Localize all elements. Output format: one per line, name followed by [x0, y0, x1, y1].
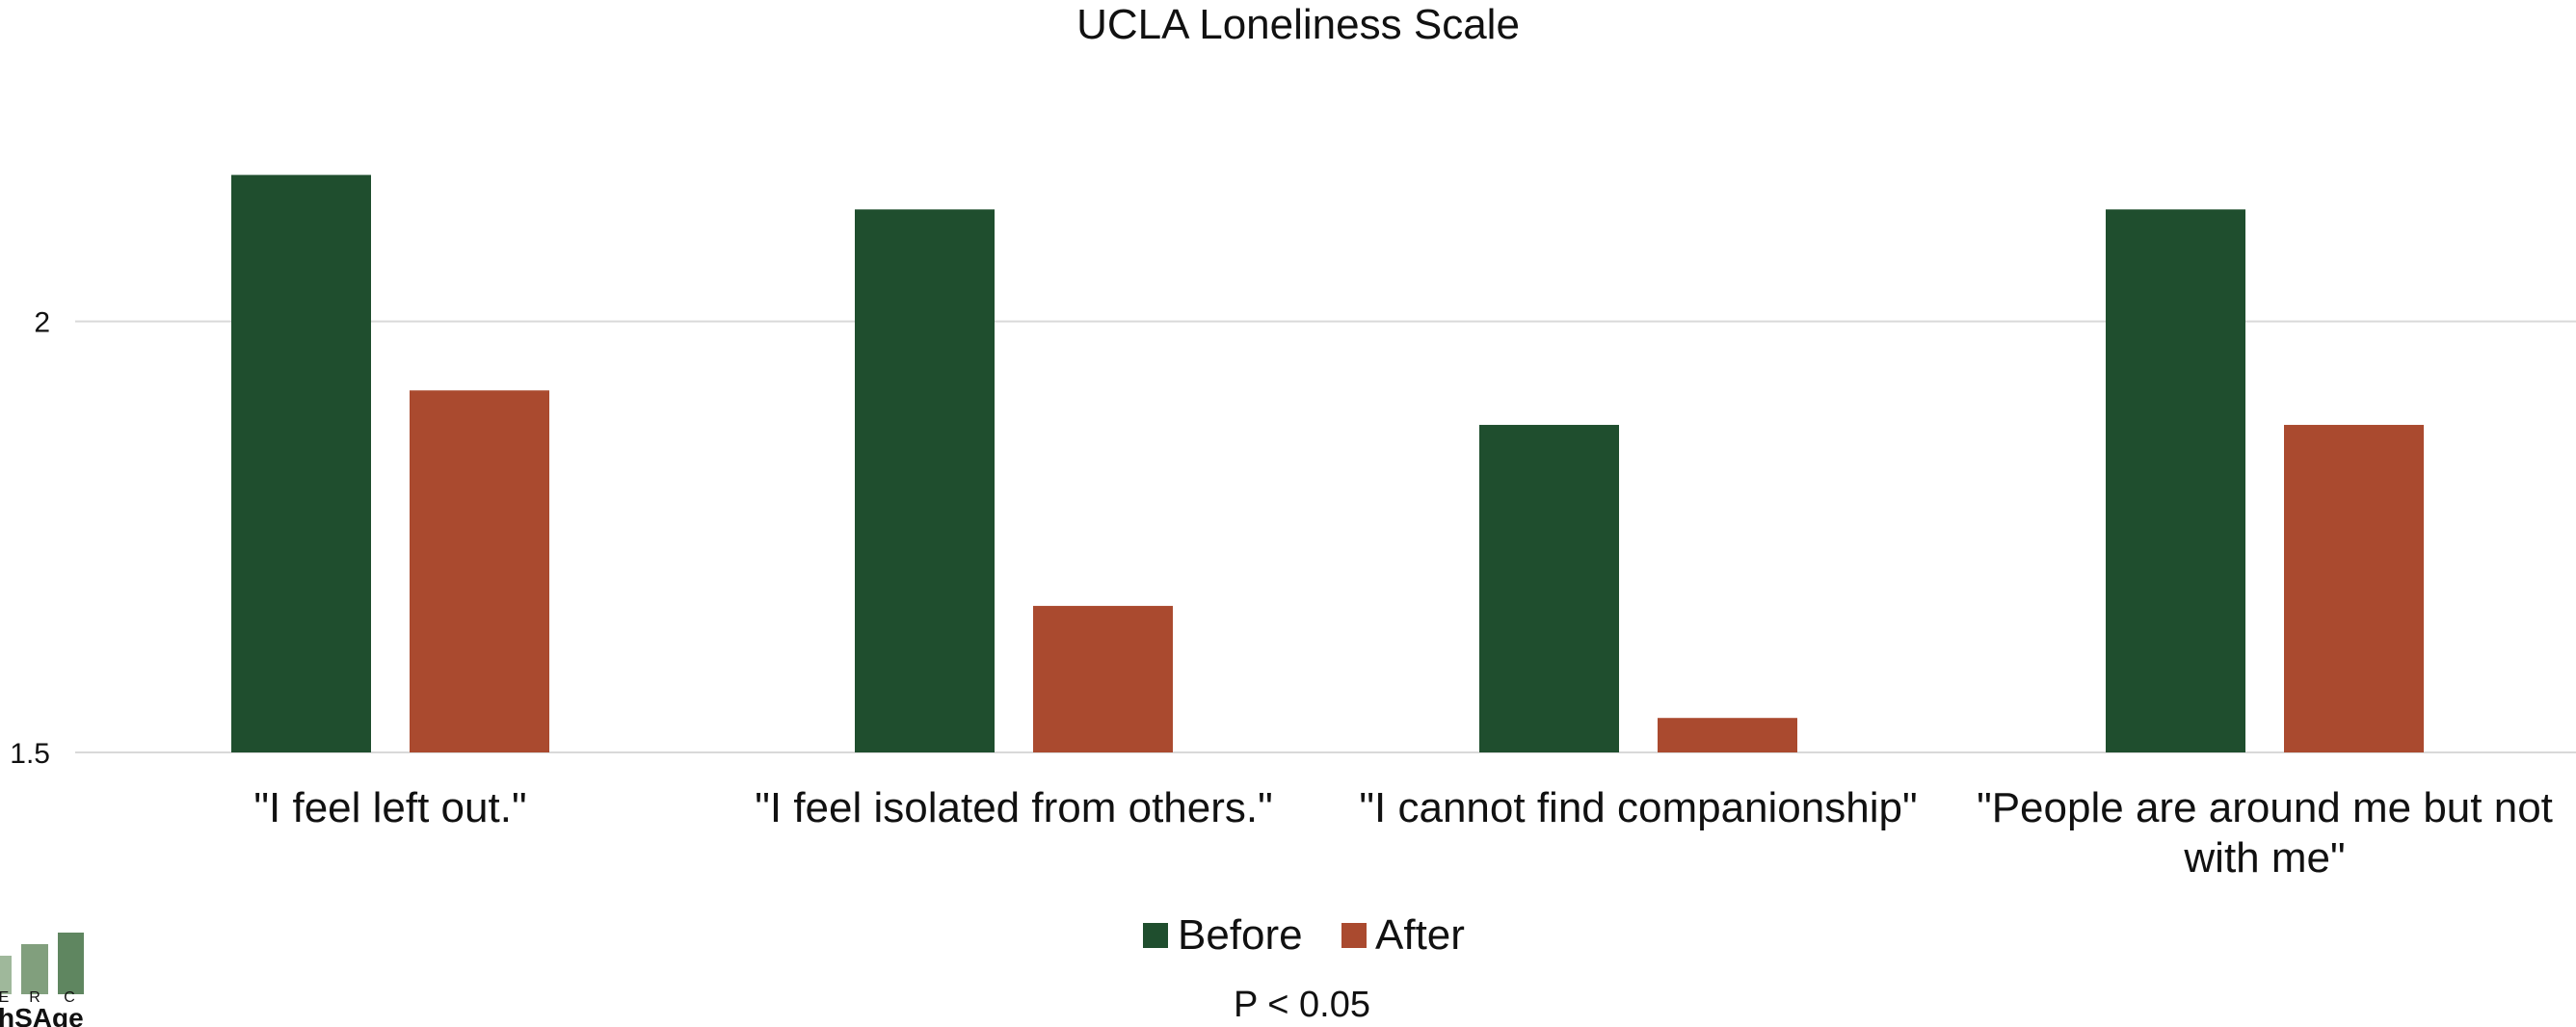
category-label-line: "I feel left out." — [253, 784, 526, 831]
logo-letter: C — [64, 989, 75, 1006]
logo-bar — [58, 933, 84, 994]
legend-label-before: Before — [1178, 911, 1303, 959]
logo-text: hSAge — [0, 1003, 84, 1027]
logo-bar — [0, 956, 12, 994]
y-tick-label: 1.5 — [10, 738, 50, 770]
category-label-line: with me" — [2183, 834, 2345, 882]
bar-before-4 — [2106, 209, 2245, 753]
category-label-line: "People are around me but not — [1977, 784, 2553, 831]
logo-bar — [21, 944, 48, 994]
bar-after-3 — [1658, 718, 1797, 752]
bar-before-1 — [231, 174, 371, 752]
bars — [231, 174, 2424, 753]
category-label: "I feel isolated from others." — [755, 784, 1272, 831]
y-axis-tick-labels: 1.52 — [10, 307, 50, 770]
y-tick-label: 2 — [34, 307, 50, 339]
legend: Before After — [1143, 911, 1465, 959]
category-label: "People are around me but not with me" — [1977, 784, 2553, 882]
bar-after-2 — [1033, 605, 1173, 752]
logo-letter: E — [0, 989, 9, 1006]
chart-title: UCLA Loneliness Scale — [1076, 1, 1520, 48]
legend-swatch-before — [1143, 923, 1168, 948]
category-label-line: "I feel isolated from others." — [755, 784, 1272, 831]
category-label: "I cannot find companionship" — [1359, 784, 1917, 831]
legend-swatch-after — [1341, 923, 1367, 948]
logo-letter: R — [29, 989, 40, 1006]
category-labels: "I feel left out." "I feel isolated from … — [253, 784, 2552, 882]
bar-before-2 — [855, 209, 995, 753]
bar-after-1 — [410, 390, 549, 752]
bar-before-3 — [1479, 425, 1619, 752]
bar-after-4 — [2284, 425, 2424, 752]
significance-annotation: P < 0.05 — [1234, 985, 1370, 1025]
legend-label-after: After — [1375, 911, 1465, 959]
category-label-line: "I cannot find companionship" — [1359, 784, 1917, 831]
category-label: "I feel left out." — [253, 784, 526, 831]
